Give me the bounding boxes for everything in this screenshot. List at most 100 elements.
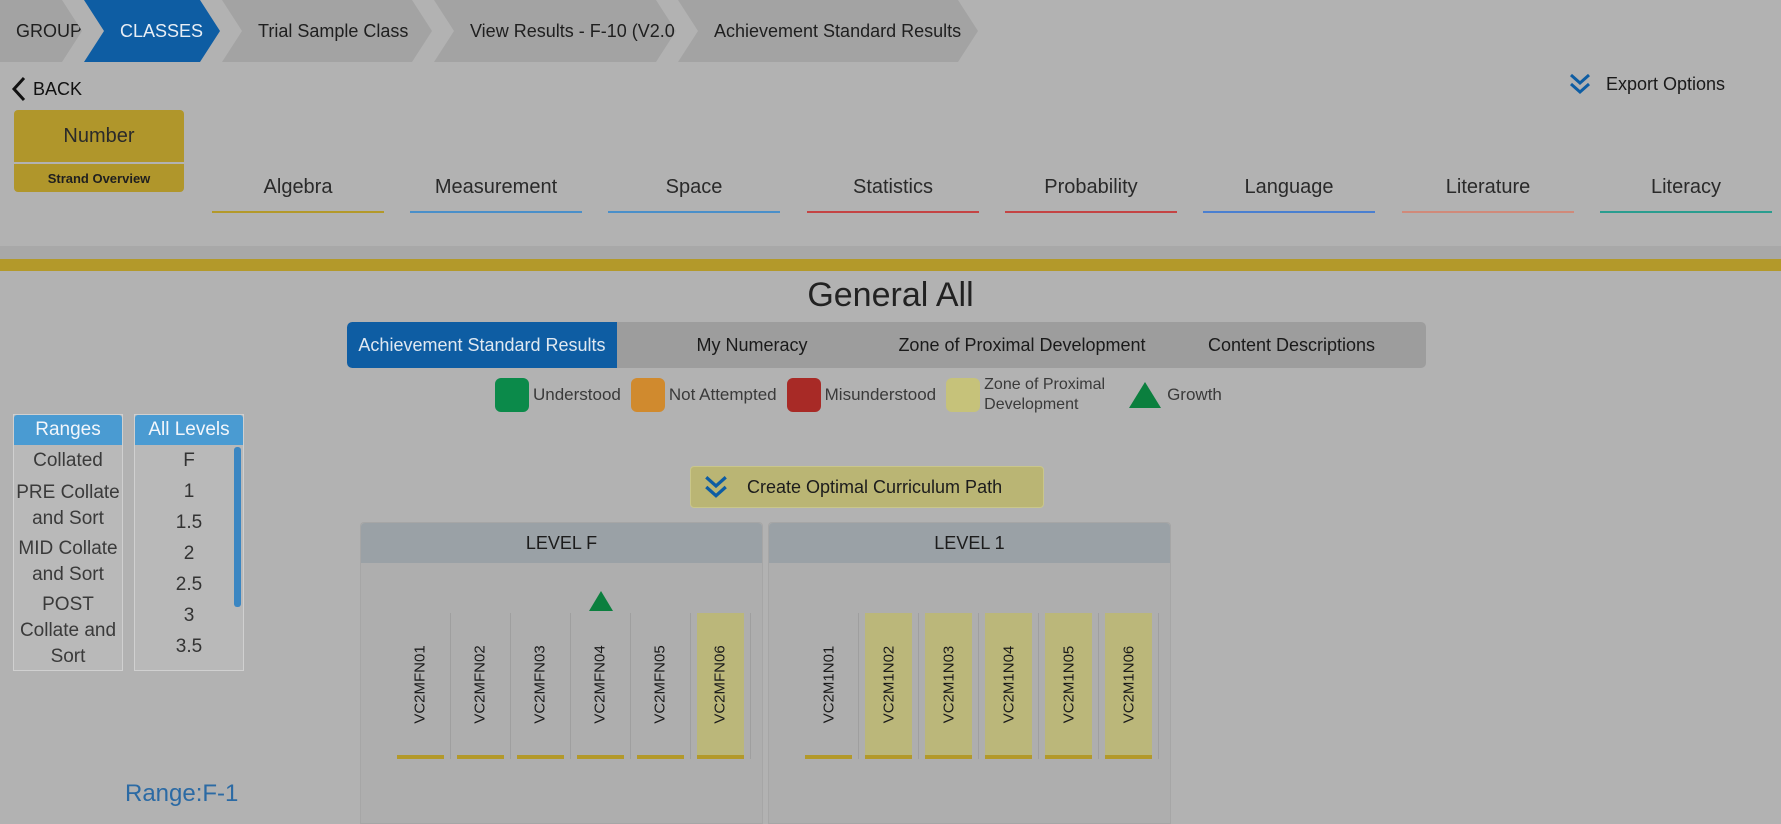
legend-understood-label: Understood (533, 385, 621, 404)
zpd-fill (697, 613, 744, 755)
legend-understood: Understood (495, 378, 621, 412)
level-item[interactable]: 3.5 (175, 636, 203, 657)
range-pre-collate[interactable]: PRE Collate and Sort (16, 482, 120, 529)
not-attempted-swatch (630, 378, 665, 412)
level-1-panel: LEVEL 1 VC2M1N01 VC2M1N02 VC2M1N03 VC2M1N04… (768, 522, 1171, 824)
zpd-fill (1105, 613, 1152, 755)
code-label-wrap: VC2MFN01 (391, 613, 450, 755)
content-description-column[interactable]: VC2MFN05 (631, 613, 691, 759)
strand-selector[interactable]: Number Strand Overview (14, 110, 184, 192)
tab-my-numeracy[interactable]: My Numeracy (696, 334, 808, 355)
tab-achievement-standard-results[interactable]: Achievement Standard Results (347, 322, 617, 368)
range-mid-collate[interactable]: MID Collate and Sort (18, 538, 118, 585)
levels-header: All Levels (135, 415, 243, 445)
content-description-column[interactable]: VC2M1N01 (799, 613, 859, 759)
content-description-column[interactable]: VC2MFN04 (571, 591, 631, 759)
view-tabs: Achievement Standard Results My Numeracy… (347, 322, 1426, 368)
legend-misunderstood-label: Misunderstood (824, 385, 937, 404)
column-underline (517, 755, 564, 759)
strand-tab-probability[interactable]: Probability (1005, 176, 1177, 213)
range-label: Range:F-1 (125, 780, 239, 807)
range-post-collate[interactable]: POST Collate and Sort (19, 594, 117, 667)
code-label-wrap: VC2M1N01 (799, 613, 858, 755)
code-label-wrap: VC2M1N05 (1039, 613, 1098, 755)
content-description-column[interactable]: VC2MFN03 (511, 613, 571, 759)
legend-zpd: Zone of Proximal Development (946, 375, 1105, 415)
breadcrumb-groups[interactable]: GROUPS (0, 0, 82, 62)
level-item[interactable]: 2.5 (175, 574, 203, 595)
strand-tab-literature[interactable]: Literature (1402, 176, 1574, 213)
chevron-left-icon (11, 76, 26, 102)
breadcrumb: GROUPS CLASSES Trial Sample Class View R… (0, 0, 1781, 62)
code-label-wrap: VC2MFN02 (451, 613, 510, 755)
strand-tab-algebra[interactable]: Algebra (212, 176, 384, 213)
content-description-code: VC2M1N05 (1060, 645, 1078, 723)
content-description-column[interactable]: VC2M1N05 (1039, 613, 1099, 759)
strand-tab-statistics[interactable]: Statistics (807, 176, 979, 213)
level-item[interactable]: 3 (183, 605, 195, 626)
code-label-wrap: VC2MFN04 (571, 613, 630, 755)
legend-zpd-label-2: Development (984, 396, 1079, 413)
strand-title[interactable]: Number (14, 110, 184, 162)
column-underline (925, 755, 972, 759)
breadcrumb-view-results[interactable]: View Results - F-10 (V2.0) (434, 0, 676, 62)
level-f-panel: LEVEL F VC2MFN01 VC2MFN02 VC2MFN03 VC2MFN04… (360, 522, 763, 824)
level-item[interactable]: 1.5 (175, 512, 203, 533)
ranges-header: Ranges (14, 415, 122, 445)
export-options-label: Export Options (1606, 73, 1726, 94)
content-description-column[interactable]: VC2MFN02 (451, 613, 511, 759)
level-1-title: LEVEL 1 (769, 523, 1170, 563)
back-button[interactable]: BACK (11, 76, 82, 102)
content-description-code: VC2M1N04 (1000, 645, 1018, 723)
code-label-wrap: VC2MFN06 (691, 613, 750, 755)
level-f-columns: VC2MFN01 VC2MFN02 VC2MFN03 VC2MFN04 VC2MFN05… (391, 591, 762, 759)
header-divider (0, 246, 1781, 259)
code-label-wrap: VC2MFN03 (511, 613, 570, 755)
growth-triangle-icon (1129, 382, 1162, 408)
understood-swatch (495, 378, 529, 412)
create-curriculum-path-label: Create Optimal Curriculum Path (747, 476, 1003, 497)
code-label-wrap: VC2M1N06 (1099, 613, 1158, 755)
content-description-code: VC2MFN02 (472, 644, 490, 724)
legend-not-attempted: Not Attempted (630, 378, 777, 412)
export-options-button[interactable]: Export Options (1568, 72, 1725, 96)
content-description-column[interactable]: VC2M1N04 (979, 613, 1039, 759)
column-underline (1045, 755, 1092, 759)
content-description-column[interactable]: VC2MFN06 (691, 613, 751, 759)
group-title: General All (807, 276, 974, 314)
zpd-fill (1045, 613, 1092, 755)
level-1-columns: VC2M1N01 VC2M1N02 VC2M1N03 VC2M1N04 VC2M1N05… (799, 613, 1170, 759)
strand-tab-language[interactable]: Language (1203, 176, 1375, 213)
content-description-column[interactable]: VC2M1N03 (919, 613, 979, 759)
content-description-column[interactable]: VC2M1N06 (1099, 613, 1159, 759)
strand-tab-space[interactable]: Space (608, 176, 780, 213)
content-description-code: VC2M1N03 (940, 645, 958, 723)
misunderstood-swatch (786, 378, 821, 412)
content-description-code: VC2MFN03 (532, 644, 550, 724)
level-item[interactable]: 2 (183, 543, 195, 564)
level-item[interactable]: 1 (183, 481, 195, 502)
content-description-column[interactable]: VC2MFN01 (391, 613, 451, 759)
breadcrumb-class[interactable]: Trial Sample Class (222, 0, 432, 62)
create-curriculum-path-button[interactable]: Create Optimal Curriculum Path (690, 466, 1044, 508)
levels-scrollbar[interactable] (234, 447, 241, 607)
content-description-code: VC2M1N06 (1120, 645, 1138, 723)
content-description-column[interactable]: VC2M1N02 (859, 613, 919, 759)
column-underline (577, 755, 624, 759)
breadcrumb-classes[interactable]: CLASSES (84, 0, 220, 62)
tab-content-descriptions[interactable]: Content Descriptions (1207, 334, 1376, 355)
column-underline (805, 755, 852, 759)
legend-misunderstood: Misunderstood (786, 378, 937, 412)
legend-growth-label: Growth (1167, 385, 1222, 404)
column-underline (457, 755, 504, 759)
strand-tab-measurement[interactable]: Measurement (410, 176, 582, 213)
breadcrumb-achievement[interactable]: Achievement Standard Results (678, 0, 978, 62)
strand-overview-button[interactable]: Strand Overview (14, 164, 184, 192)
strand-tab-literacy[interactable]: Literacy (1600, 176, 1772, 213)
strand-color-bar (0, 259, 1781, 271)
legend: Understood Not Attempted Misunderstood Z… (495, 375, 1232, 415)
column-underline (985, 755, 1032, 759)
range-collated[interactable]: Collated (33, 450, 103, 471)
tab-zone-of-proximal-development[interactable]: Zone of Proximal Development (898, 334, 1146, 355)
level-item[interactable]: F (183, 450, 195, 471)
